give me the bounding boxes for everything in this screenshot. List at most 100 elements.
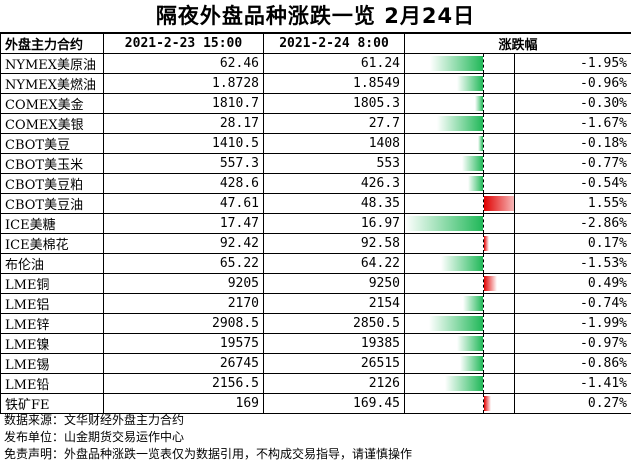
change-bar xyxy=(456,76,483,91)
footer-notes: 数据来源：文华财经外盘主力合约 发布单位：山金期货交易运作中心 免责声明：外盘品… xyxy=(0,412,631,463)
change-bar xyxy=(462,296,483,311)
price-before: 47.61 xyxy=(103,193,264,214)
zero-axis xyxy=(483,334,484,353)
price-before: 1810.7 xyxy=(103,93,264,114)
change-bar-cell xyxy=(404,353,515,374)
change-percent: -0.74% xyxy=(513,293,631,314)
price-after: 19385 xyxy=(263,333,405,354)
change-bar-cell xyxy=(404,53,515,74)
contract-name: LME镍 xyxy=(0,333,104,354)
contract-name: 布伦油 xyxy=(0,253,104,274)
contract-name: ICE美棉花 xyxy=(0,233,104,254)
price-after: 2850.5 xyxy=(263,313,405,334)
contract-name: CBOT美豆 xyxy=(0,133,104,154)
change-bar xyxy=(441,256,483,271)
price-before: 2170 xyxy=(103,293,264,314)
zero-axis xyxy=(483,114,484,133)
change-percent: -0.30% xyxy=(513,93,631,114)
change-bar xyxy=(474,96,483,111)
zero-axis xyxy=(483,214,484,233)
change-percent: -0.54% xyxy=(513,173,631,194)
zero-axis xyxy=(483,354,484,373)
price-after: 61.24 xyxy=(263,53,405,74)
sheet-title: 隔夜外盘品种涨跌一览 2月24日 xyxy=(0,0,631,33)
contract-name: 铁矿FE xyxy=(0,393,104,414)
price-before: 1.8728 xyxy=(103,73,264,94)
change-bar-cell xyxy=(404,133,515,154)
change-percent: -2.86% xyxy=(513,213,631,234)
change-bar-cell xyxy=(404,213,515,234)
change-bar-cell xyxy=(404,273,515,294)
zero-axis xyxy=(483,374,484,393)
change-percent: 0.49% xyxy=(513,273,631,294)
change-bar xyxy=(459,356,483,371)
price-after: 426.3 xyxy=(263,173,405,194)
price-after: 9250 xyxy=(263,273,405,294)
zero-axis xyxy=(483,174,484,193)
price-after: 1408 xyxy=(263,133,405,154)
change-bar-cell xyxy=(404,253,515,274)
quote-rows: NYMEX美原油 62.46 61.24 -1.95% NYMEX美燃油 1.8728 1.… xyxy=(0,53,631,414)
table-row: COMEX美银 28.17 27.7 -1.67% xyxy=(0,113,631,134)
contract-name: CBOT美豆粕 xyxy=(0,173,104,194)
price-after: 16.97 xyxy=(263,213,405,234)
footer-disclaimer: 免责声明：外盘品种涨跌一览表仅为数据引用，不构成交易指导，请谨慎操作 xyxy=(4,447,413,461)
footer-source: 数据来源：文华财经外盘主力合约 xyxy=(4,413,185,427)
contract-name: LME锌 xyxy=(0,313,104,334)
price-before: 2908.5 xyxy=(103,313,264,334)
change-bar-cell xyxy=(404,333,515,354)
change-percent: -1.67% xyxy=(513,113,631,134)
change-bar xyxy=(456,336,483,351)
change-percent: -1.53% xyxy=(513,253,631,274)
header-time-b: 2021-2-24 8:00 xyxy=(263,33,405,54)
price-after: 2154 xyxy=(263,293,405,314)
price-after: 48.35 xyxy=(263,193,405,214)
zero-axis xyxy=(483,134,484,153)
change-bar-cell xyxy=(404,233,515,254)
table-row: LME铜 9205 9250 0.49% xyxy=(0,273,631,294)
zero-axis xyxy=(483,394,484,413)
price-before: 557.3 xyxy=(103,153,264,174)
change-bar xyxy=(428,316,483,331)
change-bar xyxy=(484,236,489,251)
contract-name: LME铅 xyxy=(0,373,104,394)
footer-publisher: 发布单位：山金期货交易运作中心 xyxy=(4,430,185,444)
quote-table: 外盘主力合约 2021-2-23 15:00 2021-2-24 8:00 涨跌… xyxy=(0,33,631,414)
price-after: 553 xyxy=(263,153,405,174)
table-row: NYMEX美燃油 1.8728 1.8549 -0.96% xyxy=(0,73,631,94)
contract-name: CBOT美豆油 xyxy=(0,193,104,214)
change-percent: -1.95% xyxy=(513,53,631,74)
change-bar xyxy=(484,196,514,211)
change-percent: -0.86% xyxy=(513,353,631,374)
change-bar-cell xyxy=(404,93,515,114)
change-bar-cell xyxy=(404,173,515,194)
change-percent: -0.18% xyxy=(513,133,631,154)
table-row: CBOT美豆 1410.5 1408 -0.18% xyxy=(0,133,631,154)
price-before: 17.47 xyxy=(103,213,264,234)
price-after: 169.45 xyxy=(263,393,405,414)
table-row: COMEX美金 1810.7 1805.3 -0.30% xyxy=(0,93,631,114)
change-percent: 0.27% xyxy=(513,393,631,414)
change-bar-cell xyxy=(404,113,515,134)
price-before: 62.46 xyxy=(103,53,264,74)
contract-name: COMEX美银 xyxy=(0,113,104,134)
contract-name: LME铝 xyxy=(0,293,104,314)
header-change: 涨跌幅 xyxy=(403,33,631,54)
price-after: 26515 xyxy=(263,353,405,374)
price-before: 65.22 xyxy=(103,253,264,274)
contract-name: ICE美糖 xyxy=(0,213,104,234)
zero-axis xyxy=(483,194,484,213)
zero-axis xyxy=(483,294,484,313)
table-row: LME铅 2156.5 2126 -1.41% xyxy=(0,373,631,394)
table-row: CBOT美豆粕 428.6 426.3 -0.54% xyxy=(0,173,631,194)
change-percent: 0.17% xyxy=(513,233,631,254)
price-before: 1410.5 xyxy=(103,133,264,154)
zero-axis xyxy=(483,254,484,273)
table-row: CBOT美豆油 47.61 48.35 1.55% xyxy=(0,193,631,214)
price-before: 92.42 xyxy=(103,233,264,254)
change-percent: -0.96% xyxy=(513,73,631,94)
contract-name: CBOT美玉米 xyxy=(0,153,104,174)
change-bar-cell xyxy=(404,313,515,334)
price-after: 2126 xyxy=(263,373,405,394)
